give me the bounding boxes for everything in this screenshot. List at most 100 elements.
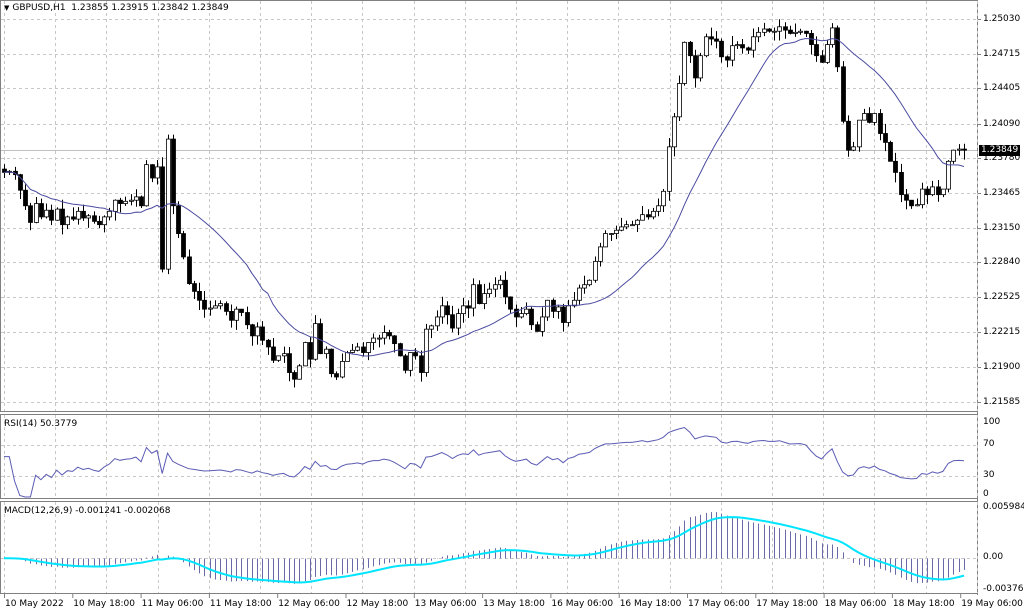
candle-body	[740, 44, 745, 49]
candle-body	[704, 36, 709, 57]
time-tick-label: 11 May 06:00	[141, 599, 204, 609]
candle-body	[239, 308, 244, 313]
time-tick-label: 16 May 18:00	[619, 599, 682, 609]
candle-body	[899, 172, 904, 196]
candle-body	[123, 200, 128, 204]
candle-body	[466, 305, 471, 309]
candle-body	[751, 36, 756, 51]
candle-body	[609, 233, 614, 235]
macd-title: MACD(12,26,9) -0.001241 -0.002068	[4, 506, 171, 516]
candle-body	[450, 314, 455, 329]
symbol-label: GBPUSD,H1	[12, 3, 66, 13]
candle-body	[297, 365, 302, 380]
candle-body	[192, 283, 197, 292]
candle-body	[197, 290, 202, 301]
candle-body	[65, 216, 70, 226]
candle-body	[582, 284, 587, 289]
dropdown-triangle-icon[interactable]: ▼	[4, 4, 10, 12]
candle-body	[624, 224, 629, 228]
candle-body	[403, 355, 408, 371]
candle-body	[377, 337, 382, 340]
rsi-line	[4, 426, 965, 498]
candle-body	[540, 316, 545, 332]
candle-body	[936, 186, 941, 196]
candle-body	[187, 256, 192, 284]
candle-body	[566, 305, 571, 323]
candle-body	[698, 55, 703, 79]
candle-body	[793, 31, 798, 34]
candle-body	[218, 303, 223, 307]
candle-body	[102, 216, 107, 226]
price-tick-label: 1.21585	[983, 396, 1021, 407]
price-tick-label: 1.23780	[983, 152, 1021, 163]
candle-body	[909, 199, 914, 207]
candle-body	[329, 348, 334, 375]
candle-body	[814, 44, 819, 57]
candle-body	[371, 337, 376, 343]
candle-body	[798, 30, 803, 33]
price-tick-label: 1.21900	[983, 361, 1021, 372]
candle-body	[888, 142, 893, 162]
candle-body	[144, 164, 149, 207]
candle-body	[614, 229, 619, 234]
candle-body	[276, 355, 281, 361]
candle-body	[303, 342, 308, 367]
candle-body	[287, 353, 292, 373]
candle-body	[767, 28, 772, 32]
candle-body	[730, 45, 735, 61]
time-tick-label: 17 May 06:00	[688, 599, 750, 609]
time-tick-label: 12 May 18:00	[346, 599, 409, 609]
candle-body	[878, 113, 883, 134]
candle-body	[593, 260, 598, 281]
candle-body	[292, 372, 297, 380]
candle-body	[857, 119, 862, 148]
time-tick-label: 12 May 06:00	[278, 599, 340, 609]
candle-body	[556, 306, 561, 312]
candle-body	[350, 349, 355, 353]
candle-body	[646, 214, 651, 218]
candle-body	[572, 299, 577, 307]
candle-body	[925, 188, 930, 196]
candle-body	[477, 284, 482, 305]
candle-body	[387, 332, 392, 337]
moving-average-line	[3, 37, 965, 357]
candle-body	[440, 305, 445, 318]
candle-body	[951, 149, 956, 162]
candle-body	[271, 346, 276, 361]
candle-body	[55, 208, 60, 221]
candle-body	[825, 44, 830, 63]
candle-body	[688, 41, 693, 57]
candle-body	[677, 83, 682, 118]
candle-body	[788, 29, 793, 34]
candle-body	[134, 196, 139, 201]
candle-body	[957, 148, 962, 151]
rsi-tick-label: 0	[983, 489, 989, 499]
candle-body	[229, 310, 234, 321]
candle-body	[577, 287, 582, 301]
time-tick-label: 18 May 18:00	[892, 599, 955, 609]
candle-body	[355, 346, 360, 351]
candle-body	[86, 215, 91, 219]
candle-body	[487, 288, 492, 295]
candle-body	[234, 308, 239, 321]
candle-body	[493, 284, 498, 290]
candle-body	[318, 323, 323, 355]
time-tick-label: 10 May 18:00	[73, 599, 136, 609]
candle-body	[862, 113, 867, 121]
candle-body	[714, 38, 719, 42]
candle-body	[345, 352, 350, 362]
candle-body	[34, 203, 39, 223]
candle-body	[176, 205, 181, 234]
candle-body	[635, 219, 640, 226]
candle-body	[920, 188, 925, 206]
candle-body	[202, 299, 207, 310]
candle-body	[545, 299, 550, 318]
candle-body	[429, 325, 434, 330]
candle-body	[107, 210, 112, 218]
candle-body	[445, 305, 450, 316]
candle-body	[334, 373, 339, 378]
candle-body	[266, 339, 271, 348]
candle-body	[408, 352, 413, 371]
candle-body	[471, 284, 476, 309]
